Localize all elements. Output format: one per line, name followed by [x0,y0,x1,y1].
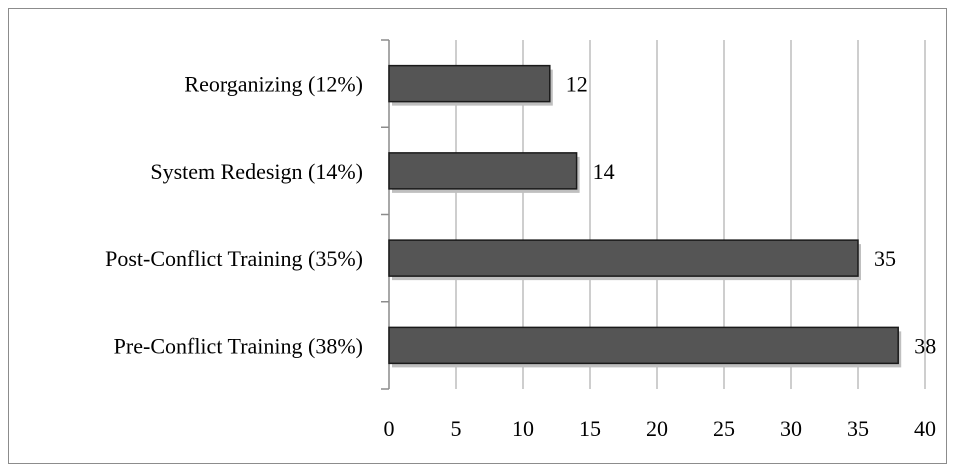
bar-4 [388,326,899,365]
bar-1 [388,64,551,103]
category-label: Post-Conflict Training (35%) [105,246,363,271]
bars [388,64,902,368]
data-label: 38 [914,333,936,358]
x-tick-label-40: 40 [914,416,936,441]
category-label: Pre-Conflict Training (38%) [114,333,363,358]
x-tick-label-0: 0 [384,416,395,441]
bar-2 [388,152,578,190]
x-tick-label-15: 15 [579,416,601,441]
category-label: System Redesign (14%) [150,159,363,184]
data-label: 14 [593,159,615,184]
x-tick-label-30: 30 [780,416,802,441]
data-label: 35 [874,246,896,271]
data-label: 12 [566,72,588,97]
bar-3 [388,239,859,277]
y-axis [381,39,390,390]
x-tick-label-35: 35 [847,416,869,441]
x-tick-label-10: 10 [512,416,534,441]
category-label: Reorganizing (12%) [184,72,363,97]
x-tick-label-20: 20 [646,416,668,441]
x-tick-label-5: 5 [451,416,462,441]
labels: 0 5 10 15 20 25 30 35 40 Reorganizing (12%) 12 Syst… [105,72,936,441]
x-tick-label-25: 25 [713,416,735,441]
